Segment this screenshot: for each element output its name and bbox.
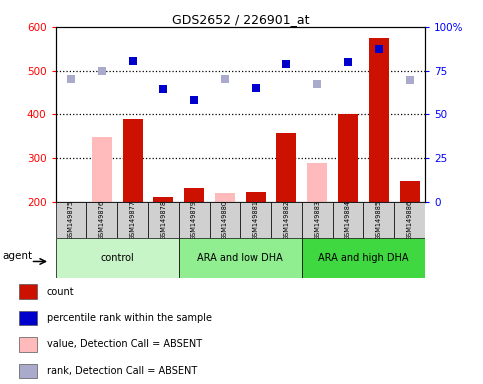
Bar: [246, 192, 266, 202]
Text: GSM149876: GSM149876: [99, 200, 105, 240]
Text: ARA and high DHA: ARA and high DHA: [318, 253, 409, 263]
Bar: [215, 193, 235, 202]
Bar: [56, 238, 179, 278]
Text: GSM149875: GSM149875: [68, 200, 74, 240]
Bar: [179, 202, 210, 238]
Text: GSM149884: GSM149884: [345, 200, 351, 240]
Bar: [394, 202, 425, 238]
Bar: [153, 197, 173, 202]
Bar: [92, 137, 112, 202]
Bar: [19, 337, 37, 352]
Bar: [19, 364, 37, 378]
Text: GSM149877: GSM149877: [129, 200, 136, 240]
Text: GSM149886: GSM149886: [407, 200, 412, 240]
Bar: [364, 202, 394, 238]
Text: GSM149880: GSM149880: [222, 200, 228, 240]
Text: percentile rank within the sample: percentile rank within the sample: [47, 313, 212, 323]
Text: count: count: [47, 286, 74, 296]
Text: GSM149878: GSM149878: [160, 200, 166, 240]
Bar: [210, 202, 240, 238]
Text: GSM149883: GSM149883: [314, 200, 320, 240]
Text: GSM149881: GSM149881: [253, 200, 259, 240]
Bar: [86, 202, 117, 238]
Text: ARA and low DHA: ARA and low DHA: [198, 253, 283, 263]
Bar: [276, 132, 297, 202]
Bar: [307, 163, 327, 202]
Text: GSM149879: GSM149879: [191, 200, 197, 240]
Bar: [148, 202, 179, 238]
Bar: [56, 202, 86, 238]
Title: GDS2652 / 226901_at: GDS2652 / 226901_at: [171, 13, 309, 26]
Text: value, Detection Call = ABSENT: value, Detection Call = ABSENT: [47, 339, 202, 349]
Bar: [271, 202, 302, 238]
Bar: [338, 114, 358, 202]
Text: control: control: [100, 253, 134, 263]
Text: GSM149885: GSM149885: [376, 200, 382, 240]
Bar: [399, 180, 420, 202]
Bar: [123, 119, 142, 202]
Bar: [19, 284, 37, 299]
Bar: [184, 189, 204, 202]
Text: rank, Detection Call = ABSENT: rank, Detection Call = ABSENT: [47, 366, 197, 376]
Bar: [117, 202, 148, 238]
Bar: [241, 202, 271, 238]
Bar: [302, 238, 425, 278]
Text: agent: agent: [3, 251, 33, 261]
Bar: [179, 238, 302, 278]
Bar: [333, 202, 364, 238]
Bar: [302, 202, 333, 238]
Bar: [19, 311, 37, 325]
Text: GSM149882: GSM149882: [284, 200, 289, 240]
Bar: [369, 38, 389, 202]
